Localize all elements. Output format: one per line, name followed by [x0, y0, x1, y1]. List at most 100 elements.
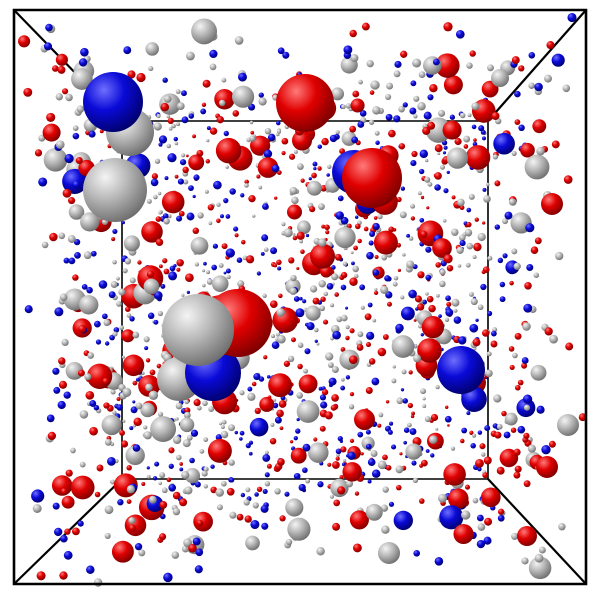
red-sphere — [513, 471, 521, 479]
blue-sphere — [400, 306, 415, 321]
red-sphere — [292, 235, 298, 241]
red-sphere — [430, 413, 439, 422]
gray-sphere — [422, 397, 426, 401]
gray-sphere — [289, 186, 298, 195]
blue-sphere — [337, 195, 344, 202]
blue-sphere — [271, 341, 280, 350]
blue-sphere — [215, 434, 223, 441]
gray-sphere — [420, 388, 427, 395]
blue-sphere — [526, 263, 534, 272]
blue-sphere — [194, 565, 203, 574]
red-sphere — [373, 216, 378, 220]
gray-sphere — [206, 270, 211, 275]
red-sphere — [291, 337, 296, 343]
gray-sphere — [43, 147, 68, 172]
blue-sphere — [335, 448, 342, 455]
red-sphere — [342, 462, 362, 482]
gray-sphere — [493, 394, 502, 403]
gray-sphere — [325, 352, 334, 361]
blue-sphere — [274, 416, 282, 424]
red-sphere — [288, 153, 296, 160]
red-sphere — [156, 363, 162, 369]
red-sphere — [269, 437, 277, 445]
blue-sphere — [357, 431, 364, 438]
red-sphere — [111, 237, 116, 242]
red-sphere — [353, 245, 358, 251]
gray-sphere — [442, 219, 447, 223]
blue-sphere — [168, 483, 177, 492]
gray-sphere — [208, 221, 213, 226]
red-sphere — [410, 414, 415, 419]
blue-sphere — [459, 240, 466, 247]
blue-sphere — [162, 213, 169, 219]
red-sphere — [122, 354, 145, 377]
blue-sphere — [369, 231, 376, 237]
gray-sphere — [316, 547, 325, 556]
blue-sphere — [144, 346, 149, 351]
outer-box-edge — [12, 8, 588, 586]
blue-sphere — [54, 307, 64, 317]
gray-sphere — [536, 146, 545, 156]
gray-sphere — [427, 181, 433, 187]
blue-sphere — [154, 461, 160, 467]
blue-sphere — [420, 333, 424, 337]
gray-sphere — [143, 336, 150, 343]
gray-sphere — [412, 58, 422, 68]
gray-sphere — [175, 402, 183, 410]
blue-sphere — [150, 178, 159, 187]
gray-sphere — [352, 265, 360, 273]
gray-sphere — [477, 304, 484, 311]
red-sphere — [354, 491, 360, 496]
red-sphere — [534, 237, 542, 245]
red-sphere — [460, 438, 465, 444]
blue-sphere — [295, 428, 301, 434]
red-sphere — [151, 173, 159, 180]
gray-sphere — [331, 273, 339, 281]
gray-sphere — [451, 298, 460, 307]
blue-sphere — [523, 303, 533, 313]
red-sphere — [339, 474, 344, 480]
red-sphere — [469, 50, 476, 57]
gray-sphere — [289, 287, 297, 295]
red-sphere — [234, 233, 239, 238]
blue-sphere — [434, 184, 441, 191]
blue-sphere — [411, 460, 417, 466]
blue-sphere — [302, 443, 311, 452]
red-sphere — [256, 486, 263, 493]
gray-sphere — [184, 399, 190, 405]
red-sphere — [340, 446, 347, 453]
gray-sphere — [171, 123, 176, 129]
blue-sphere — [443, 145, 448, 150]
red-sphere — [78, 325, 87, 333]
gray-sphere — [348, 404, 355, 410]
gray-sphere — [70, 447, 76, 454]
gray-sphere — [393, 70, 401, 78]
red-sphere — [345, 335, 350, 341]
blue-sphere — [105, 341, 110, 346]
red-sphere — [68, 197, 76, 205]
gray-sphere — [232, 85, 255, 108]
red-sphere — [469, 430, 474, 435]
red-sphere — [250, 130, 255, 135]
red-sphere — [149, 369, 156, 376]
red-sphere — [342, 148, 402, 208]
red-sphere — [480, 487, 501, 508]
red-sphere — [256, 174, 261, 179]
blue-sphere — [83, 72, 143, 132]
red-sphere — [202, 79, 211, 88]
gray-sphere — [329, 494, 335, 499]
red-sphere — [46, 112, 56, 122]
red-sphere — [426, 206, 430, 210]
gray-sphere — [418, 71, 426, 78]
red-sphere — [443, 463, 466, 486]
red-sphere — [196, 519, 204, 527]
gray-sphere — [237, 280, 245, 288]
gray-sphere — [555, 251, 564, 261]
red-sphere — [421, 459, 428, 467]
gray-sphere — [220, 425, 225, 429]
blue-sphere — [72, 180, 81, 189]
red-sphere — [474, 217, 479, 222]
red-sphere — [508, 346, 515, 352]
red-sphere — [176, 267, 181, 272]
blue-sphere — [432, 58, 440, 66]
